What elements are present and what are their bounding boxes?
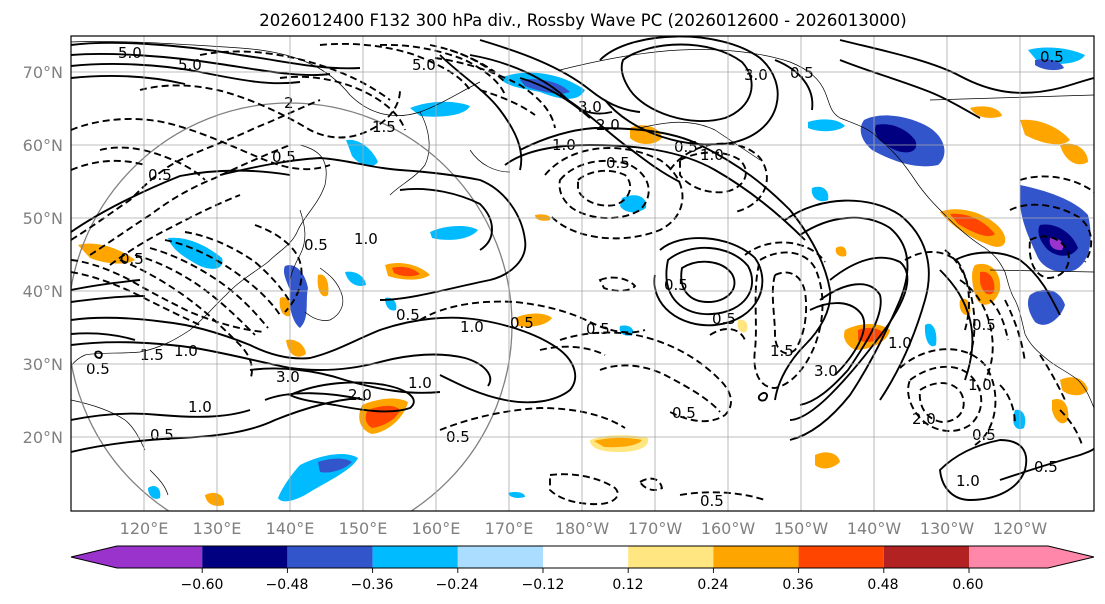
contour-label: 2.0 <box>912 410 936 428</box>
colorbar-tick-label: 0.36 <box>782 577 813 593</box>
lon-label: 150°W <box>774 519 829 538</box>
lat-label: 60°N <box>23 136 63 155</box>
lat-label: 40°N <box>23 282 63 301</box>
colorbar-segment <box>713 546 799 568</box>
contour-label: 1.0 <box>354 230 378 248</box>
lon-label: 120°W <box>993 519 1048 538</box>
contour-label: 0.5 <box>86 360 110 378</box>
colorbar-tick-label: −0.36 <box>351 577 394 593</box>
contour-label: 0.5 <box>272 148 296 166</box>
contour-label: 0.5 <box>664 276 688 294</box>
lat-label: 20°N <box>23 428 63 447</box>
colorbar: −0.60 −0.48 −0.36 −0.24 −0.12 0.12 0.24 … <box>70 545 1095 593</box>
contour-label: 0.5 <box>304 236 328 254</box>
contour-label: 0.5 <box>712 310 736 328</box>
contour-label: 0.5 <box>606 154 630 172</box>
map-title: 2026012400 F132 300 hPa div., Rossby Wav… <box>259 11 907 30</box>
lon-label: 170°W <box>628 519 683 538</box>
contour-label: 5.0 <box>118 44 142 62</box>
positive-contours <box>71 36 1094 501</box>
contour-label: 0.5 <box>148 166 172 184</box>
contour-label: 0.5 <box>700 492 724 510</box>
contour-label: 0.5 <box>1034 458 1058 476</box>
lon-label: 130°W <box>920 519 975 538</box>
coastlines <box>71 41 1094 496</box>
lon-label: 140°E <box>266 519 315 538</box>
colorbar-segment <box>372 546 458 568</box>
colorbar-left-extension <box>71 546 117 568</box>
negative-contours <box>71 42 1094 506</box>
colorbar-segment <box>883 546 969 568</box>
contour-label: 0.5 <box>1040 48 1064 66</box>
longitude-labels: 120°E 130°E 140°E 150°E 160°E 170°E 180°… <box>120 519 1048 538</box>
contour-label: 5.0 <box>412 56 436 74</box>
lon-label: 160°W <box>701 519 756 538</box>
contour-label: 1.5 <box>770 342 794 360</box>
lon-label: 120°E <box>120 519 169 538</box>
lat-label: 50°N <box>23 209 63 228</box>
contour-label: 1.0 <box>460 318 484 336</box>
contour-label: 3.0 <box>276 368 300 386</box>
contour-label: 2 <box>284 94 294 112</box>
colorbar-tick-label: −0.48 <box>266 577 309 593</box>
map-frame <box>70 35 1095 512</box>
contour-label: 1.0 <box>956 472 980 490</box>
colorbar-segment <box>202 546 288 568</box>
contour-label: 5.0 <box>178 56 202 74</box>
colorbar-tick-label: 0.60 <box>952 577 983 593</box>
graticule <box>71 36 1094 511</box>
contour-label: 0.5 <box>672 404 696 422</box>
colorbar-segment <box>628 546 714 568</box>
colorbar-segment <box>457 546 543 568</box>
contour-label: 3.0 <box>578 98 602 116</box>
contour-label: 3.0 <box>744 66 768 84</box>
colorbar-tick-label: 0.12 <box>612 577 643 593</box>
lat-label: 70°N <box>23 63 63 82</box>
colorbar-tick-label: −0.60 <box>181 577 224 593</box>
colorbar-ticks <box>201 568 970 573</box>
contour-label: 1.0 <box>888 334 912 352</box>
contour-label: 1.5 <box>140 346 164 364</box>
colorbar-segment <box>798 546 884 568</box>
contour-label: 2.0 <box>596 116 620 134</box>
colorbar-segment <box>117 546 203 568</box>
lon-label: 180°W <box>555 519 610 538</box>
latitude-labels: 70°N 60°N 50°N 40°N 30°N 20°N <box>23 63 63 447</box>
contour-label: 0.5 <box>396 306 420 324</box>
contour-label: 0.5 <box>150 426 174 444</box>
contour-label: 0.5 <box>972 316 996 334</box>
contour-label: 0.5 <box>586 320 610 338</box>
contour-label: 0.5 <box>972 426 996 444</box>
colorbar-tick-label: 0.24 <box>697 577 728 593</box>
colorbar-tick-label: −0.24 <box>436 577 479 593</box>
contour-label: 3.0 <box>814 362 838 380</box>
colorbar-segment <box>969 546 1048 568</box>
colorbar-outline <box>70 545 1095 569</box>
contour-label: 1.5 <box>372 118 396 136</box>
contour-label: 1.0 <box>968 376 992 394</box>
contour-label: 1.0 <box>700 146 724 164</box>
contour-label: 1.0 <box>174 342 198 360</box>
lon-label: 140°W <box>847 519 902 538</box>
lon-label: 130°E <box>193 519 242 538</box>
contour-label: 0.5 <box>790 64 814 82</box>
lon-label: 150°E <box>339 519 388 538</box>
lon-label: 170°E <box>485 519 534 538</box>
lon-label: 160°E <box>412 519 461 538</box>
colorbar-segment <box>543 546 629 568</box>
contour-label: 1.0 <box>408 374 432 392</box>
contour-label: 1.0 <box>188 398 212 416</box>
colorbar-tick-label: 0.48 <box>867 577 898 593</box>
contour-label: 0.5 <box>674 138 698 156</box>
lat-label: 30°N <box>23 355 63 374</box>
contour-label: 2.0 <box>348 386 372 404</box>
colorbar-segment <box>287 546 373 568</box>
contour-label: 0.5 <box>120 250 144 268</box>
contour-label: 0.5 <box>510 314 534 332</box>
colorbar-tick-label: −0.12 <box>522 577 565 593</box>
colorbar-right-extension <box>1048 546 1094 568</box>
